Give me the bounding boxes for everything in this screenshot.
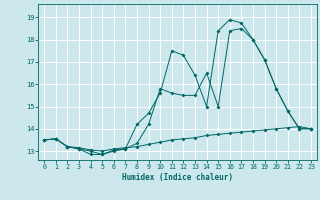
- X-axis label: Humidex (Indice chaleur): Humidex (Indice chaleur): [122, 173, 233, 182]
